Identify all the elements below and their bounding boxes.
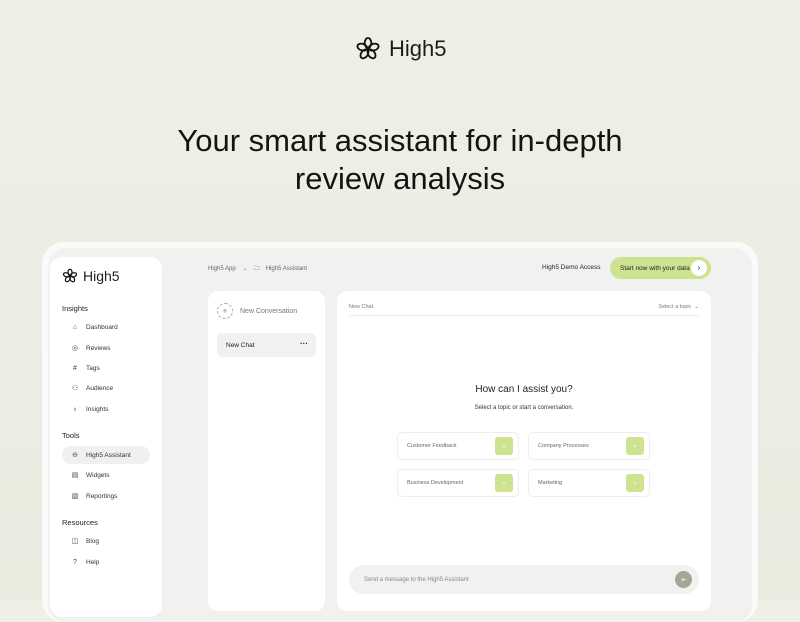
- topic-label: Marketing: [538, 480, 563, 486]
- topic-card-business-development[interactable]: Business Development ⌄: [397, 469, 519, 497]
- sidebar-item-label: Tags: [86, 364, 100, 372]
- chat-header: New Chat Select a topic ⌄: [349, 304, 699, 316]
- sidebar-logo[interactable]: High5: [62, 268, 120, 284]
- start-now-button[interactable]: Start now with your data ›: [610, 257, 711, 279]
- assist-subtitle: Select a topic or start a conversation.: [474, 405, 574, 411]
- topic-select[interactable]: Select a topic ⌄: [658, 304, 699, 310]
- section-insights: Insights: [62, 304, 88, 313]
- reviews-icon: ◎: [71, 345, 79, 352]
- widgets-icon: ▤: [71, 472, 79, 479]
- sidebar-item-reviews[interactable]: ◎ Reviews: [62, 339, 150, 357]
- brand-logo: High5: [355, 36, 446, 62]
- sidebar-item-label: Blog: [86, 537, 100, 545]
- topic-label: Business Development: [407, 480, 464, 486]
- sidebar-item-tags[interactable]: # Tags: [62, 359, 150, 377]
- hero-line-1: Your smart assistant for in-depth: [177, 123, 623, 158]
- home-icon: ⌂: [72, 323, 78, 331]
- sidebar-item-dashboard[interactable]: ⌂ Dashboard: [62, 318, 150, 336]
- sidebar-item-audience[interactable]: ⚇ Audience: [62, 379, 150, 397]
- plus-icon: +: [217, 303, 233, 319]
- breadcrumb-app[interactable]: High5 App: [208, 266, 236, 272]
- new-conversation-label: New Conversation: [240, 307, 298, 315]
- sidebar-item-widgets[interactable]: ▤ Widgets: [62, 466, 150, 484]
- sidebar-brand-name: High5: [83, 268, 120, 284]
- sidebar-item-label: Reportings: [86, 492, 118, 500]
- chat-main-panel: New Chat Select a topic ⌄ How can I assi…: [337, 291, 711, 611]
- sidebar-item-label: High5 Assistant: [86, 451, 131, 459]
- sidebar-item-label: Insights: [86, 405, 109, 413]
- hash-icon: #: [73, 364, 77, 372]
- chevron-down-icon: ⌄: [694, 304, 699, 310]
- demo-access-link[interactable]: High5 Demo Access: [542, 264, 601, 271]
- sidebar-item-insights[interactable]: ♁ Insights: [62, 400, 150, 418]
- section-resources: Resources: [62, 518, 98, 527]
- message-placeholder: Send a message to the High5 Assistant: [364, 576, 469, 583]
- hero-line-2: review analysis: [294, 161, 506, 196]
- topic-card-company-processes[interactable]: Company Processes ⌄: [528, 432, 650, 460]
- sidebar-item-label: Audience: [86, 384, 114, 392]
- brand-name: High5: [389, 36, 447, 61]
- breadcrumb: High5 App → 🗀 High5 Assistant: [208, 264, 307, 274]
- assistant-icon: ⊖: [72, 452, 78, 459]
- flower-logo-icon: [62, 268, 78, 283]
- sidebar-item-label: Reviews: [86, 344, 111, 352]
- book-icon: ◫: [71, 538, 79, 545]
- message-input[interactable]: Send a message to the High5 Assistant ➢: [349, 565, 699, 594]
- chevron-down-icon[interactable]: ⌄: [495, 474, 513, 492]
- arrow-right-icon: →: [241, 266, 248, 272]
- sidebar-item-label: Widgets: [86, 471, 110, 479]
- assist-question: How can I assist you?: [475, 384, 573, 395]
- chevron-right-icon: ›: [691, 260, 707, 276]
- audience-icon: ⚇: [71, 385, 79, 392]
- sidebar: High5 Insights ⌂ Dashboard ◎ Reviews # Tags…: [50, 257, 162, 617]
- start-now-label: Start now with your data: [620, 264, 690, 272]
- flower-logo-icon: [356, 37, 380, 60]
- sidebar-item-label: Help: [86, 558, 100, 566]
- chevron-down-icon[interactable]: ⌄: [495, 437, 513, 455]
- sidebar-item-reportings[interactable]: ▧ Reportings: [62, 487, 150, 505]
- topic-select-label: Select a topic: [658, 304, 692, 310]
- folder-icon: 🗀: [253, 266, 260, 272]
- chat-item[interactable]: New Chat ···: [217, 333, 316, 357]
- topic-label: Customer Feedback: [407, 443, 457, 449]
- help-icon: ?: [73, 558, 77, 566]
- report-icon: ▧: [71, 493, 79, 500]
- chat-item-label: New Chat: [226, 341, 255, 349]
- topic-card-marketing[interactable]: Marketing ⌄: [528, 469, 650, 497]
- sidebar-item-blog[interactable]: ◫ Blog: [62, 532, 150, 550]
- breadcrumb-assistant[interactable]: High5 Assistant: [265, 266, 308, 272]
- more-options-icon[interactable]: ···: [300, 339, 308, 348]
- topic-label: Company Processes: [538, 443, 589, 449]
- chat-list-panel: + New Conversation New Chat ···: [208, 291, 325, 611]
- chevron-down-icon[interactable]: ⌄: [626, 437, 644, 455]
- sidebar-item-high5-assistant[interactable]: ⊖ High5 Assistant: [62, 446, 150, 464]
- lightbulb-icon: ♁: [72, 405, 78, 413]
- section-tools: Tools: [62, 431, 80, 440]
- sidebar-item-label: Dashboard: [86, 323, 118, 331]
- hero-title: Your smart assistant for in-depth review …: [0, 122, 800, 198]
- topic-card-customer-feedback[interactable]: Customer Feedback ⌄: [397, 432, 519, 460]
- sidebar-item-help[interactable]: ? Help: [62, 553, 150, 571]
- new-conversation-button[interactable]: + New Conversation: [217, 303, 297, 319]
- chat-title: New Chat: [349, 304, 374, 310]
- chevron-down-icon[interactable]: ⌄: [626, 474, 644, 492]
- send-icon[interactable]: ➢: [675, 571, 692, 588]
